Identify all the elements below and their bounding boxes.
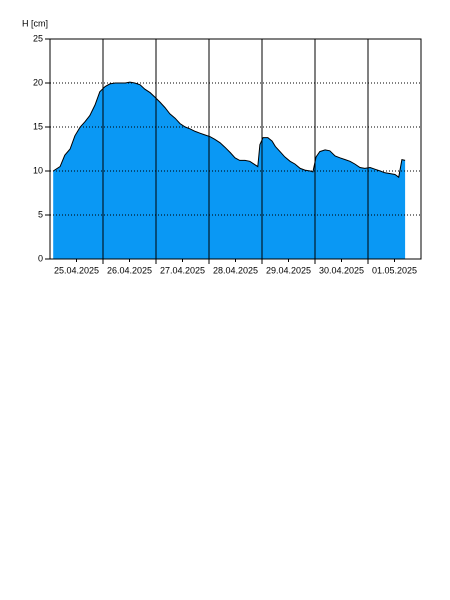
y-tick-label: 15 [33,121,43,131]
x-tick-label: 25.04.2025 [54,265,99,275]
plot-frame [49,38,422,260]
y-axis-label: H [cm] [22,18,48,28]
y-tick-label: 10 [33,165,43,175]
area [53,82,406,259]
x-tick-label: 01.05.2025 [372,265,417,275]
y-tick-label: 0 [38,253,43,263]
x-tick-label: 28.04.2025 [213,265,258,275]
x-tick-label: 26.04.2025 [107,265,152,275]
y-tick-label: 5 [38,209,43,219]
x-tick-label: 27.04.2025 [160,265,205,275]
x-tick-label: 29.04.2025 [266,265,311,275]
x-tick-label: 30.04.2025 [319,265,364,275]
y-tick-label: 20 [33,77,43,87]
y-tick-label: 25 [33,33,43,43]
